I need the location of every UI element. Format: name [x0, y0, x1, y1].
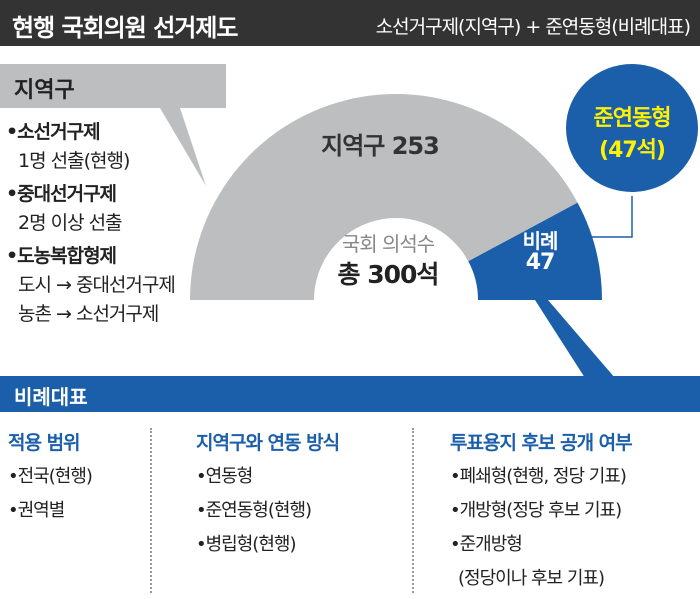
column-item: •개방형(정당 후보 기표)	[450, 500, 622, 521]
slice-value-proportional: 47	[525, 250, 556, 275]
column-item: (정당이나 후보 기표)	[458, 568, 605, 589]
district-item-desc: 도시 → 중대선거구제	[18, 274, 176, 296]
district-box-label: 지역구	[14, 78, 75, 103]
page-subtitle: 소선거구제(지역구) + 준연동형(비례대표)	[375, 16, 691, 38]
district-list: •소선거구제 1명 선출(현행) •중대선거구제 2명 이상 선출 •도농복합형…	[6, 118, 176, 329]
district-item-desc: 2명 이상 선출	[18, 212, 123, 234]
district-callout-box	[0, 64, 226, 186]
column-ballot: 투표용지 후보 공개 여부 •폐쇄형(현행, 정당 기표) •개방형(정당 후보…	[450, 428, 633, 596]
district-item-desc: 1명 선출(현행)	[18, 150, 130, 172]
slice-label-proportional: 비례	[522, 229, 559, 253]
total-value: 총 300석	[337, 260, 440, 289]
header: 현행 국회의원 선거제도 소선거구제(지역구) + 준연동형(비례대표)	[0, 0, 700, 46]
total-label: 국회 의석수	[341, 232, 435, 256]
column-title: 지역구와 연동 방식	[196, 432, 340, 454]
slice-비례	[468, 202, 602, 300]
slice-지역구	[190, 93, 578, 300]
column-title: 투표용지 후보 공개 여부	[450, 432, 633, 454]
column-item: •준개방형	[450, 534, 523, 555]
column-scope: 적용 범위 •전국(현행) •권역별	[8, 428, 93, 528]
column-item: •권역별	[8, 500, 65, 521]
bubble-title: 준연동형	[593, 106, 672, 131]
column-item: •준연동형(현행)	[196, 500, 312, 521]
bubble-connector	[590, 196, 633, 238]
column-item: •병립형(현행)	[196, 534, 296, 555]
divider	[412, 428, 414, 593]
column-item: •폐쇄형(현행, 정당 기표)	[450, 466, 627, 487]
bubble	[566, 64, 698, 192]
proportional-callout-pointer	[535, 300, 615, 378]
district-item-title: •소선거구제	[6, 121, 101, 143]
bubble-seats: (47석)	[599, 138, 666, 163]
district-item-title: •도농복합형제	[6, 245, 117, 267]
district-item-title: •중대선거구제	[6, 183, 117, 205]
column-item: •연동형	[196, 466, 253, 487]
column-title: 적용 범위	[8, 432, 81, 454]
proportional-label: 비례대표	[14, 385, 88, 409]
divider	[150, 428, 152, 593]
proportional-bar: 비례대표	[0, 376, 700, 412]
column-item: •전국(현행)	[8, 466, 93, 487]
column-linkage: 지역구와 연동 방식 •연동형 •준연동형(현행) •병립형(현행)	[196, 428, 340, 562]
district-item-desc: 농촌 → 소선거구제	[18, 303, 159, 325]
slice-label-district: 지역구 253	[321, 132, 440, 160]
page-title: 현행 국회의원 선거제도	[12, 14, 239, 42]
